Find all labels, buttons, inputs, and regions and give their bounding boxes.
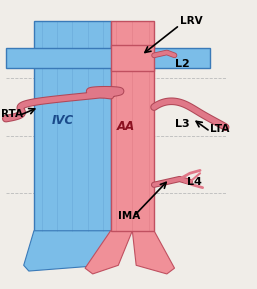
Text: L3: L3 — [175, 119, 189, 129]
Bar — [111, 45, 154, 71]
Polygon shape — [85, 231, 132, 274]
Polygon shape — [24, 231, 111, 271]
Text: IVC: IVC — [52, 114, 74, 127]
Polygon shape — [132, 231, 175, 274]
Text: L4: L4 — [187, 177, 202, 187]
Polygon shape — [111, 21, 154, 231]
Text: L2: L2 — [175, 59, 189, 69]
Text: LRV: LRV — [180, 16, 202, 26]
Bar — [6, 48, 210, 68]
Text: RTA: RTA — [1, 109, 23, 119]
Text: LTA: LTA — [210, 124, 230, 134]
Text: IMA: IMA — [118, 211, 141, 221]
Polygon shape — [34, 21, 111, 231]
Text: AA: AA — [117, 120, 135, 133]
